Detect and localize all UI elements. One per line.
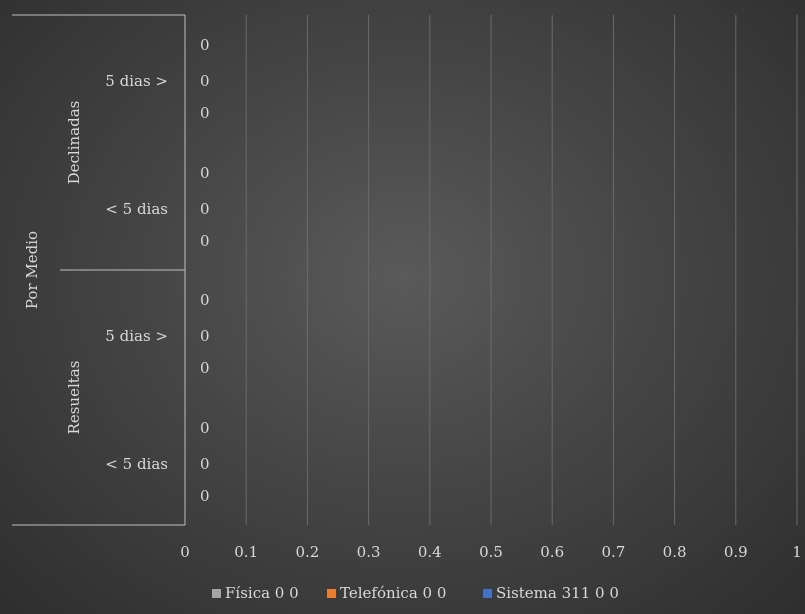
- data-label: 0: [200, 487, 210, 505]
- legend-swatch: [483, 589, 492, 598]
- legend-swatch: [212, 589, 221, 598]
- x-tick-label: 0.4: [418, 543, 442, 561]
- data-label: 0: [200, 36, 210, 54]
- data-label: 0: [200, 455, 210, 473]
- data-label: 0: [200, 327, 210, 345]
- legend-swatch: [327, 589, 336, 598]
- data-label: 0: [200, 419, 210, 437]
- x-tick-label: 0: [180, 543, 190, 561]
- category-group-label: Resueltas: [65, 361, 83, 435]
- category-subgroup-label: < 5 dias: [105, 455, 168, 473]
- data-label: 0: [200, 104, 210, 122]
- x-tick-label: 0.5: [479, 543, 503, 561]
- data-label: 0: [200, 200, 210, 218]
- x-tick-label: 0.1: [234, 543, 258, 561]
- data-label: 0: [200, 164, 210, 182]
- data-label: 0: [200, 232, 210, 250]
- data-label: 0: [200, 72, 210, 90]
- category-group-label: Declinadas: [65, 101, 83, 185]
- x-tick-label: 0.2: [295, 543, 319, 561]
- data-label: 0: [200, 291, 210, 309]
- category-subgroup-label: < 5 dias: [105, 200, 168, 218]
- x-tick-label: 0.7: [601, 543, 625, 561]
- x-tick-label: 0.3: [357, 543, 381, 561]
- legend-entry: Sistema 311 0 0: [496, 584, 619, 602]
- data-label: 0: [200, 359, 210, 377]
- legend-entry: Telefónica 0 0: [340, 584, 446, 602]
- category-subgroup-label: 5 dias >: [105, 72, 168, 90]
- category-subgroup-label: 5 dias >: [105, 327, 168, 345]
- category-outer-label: Por Medio: [23, 231, 41, 309]
- x-tick-label: 1: [792, 543, 802, 561]
- x-tick-label: 0.8: [663, 543, 687, 561]
- x-tick-label: 0.6: [540, 543, 564, 561]
- x-tick-label: 0.9: [724, 543, 748, 561]
- legend-entry: Física 0 0: [225, 584, 299, 602]
